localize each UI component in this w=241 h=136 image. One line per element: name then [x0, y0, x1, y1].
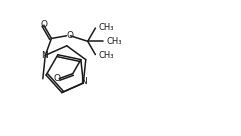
Text: CH₃: CH₃: [98, 51, 114, 60]
Text: CH₃: CH₃: [98, 23, 114, 32]
Text: CH₃: CH₃: [106, 37, 121, 46]
Text: N: N: [41, 51, 48, 60]
Text: O: O: [54, 74, 61, 83]
Text: O: O: [66, 31, 73, 40]
Text: O: O: [40, 20, 47, 29]
Text: N: N: [80, 78, 87, 86]
